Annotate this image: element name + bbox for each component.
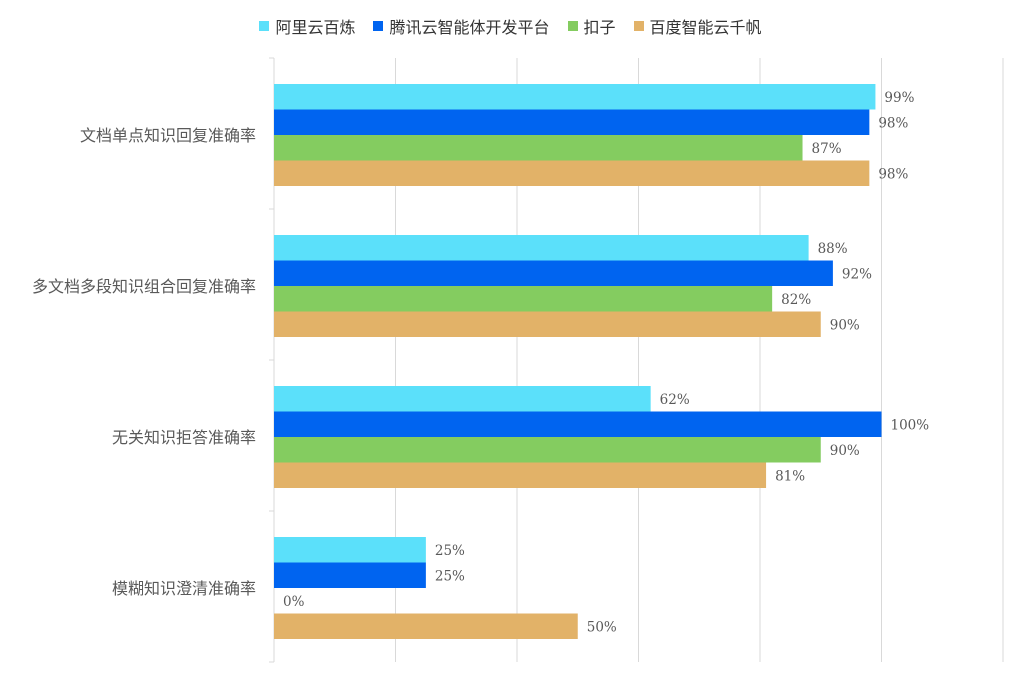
legend-label: 腾讯云智能体开发平台 [389,18,550,37]
data-label: 90% [830,443,860,459]
legend-swatch [567,21,578,31]
bar [274,462,767,488]
bar [274,235,809,261]
data-label: 82% [781,292,811,308]
legend-label: 百度智能云千帆 [649,18,762,37]
legend-swatch [633,21,644,31]
legend-swatch [373,21,384,31]
bar [274,537,426,563]
data-label: 100% [891,417,930,433]
legend-item: 扣子 [567,14,616,38]
data-label: 62% [660,392,690,408]
data-label: 92% [842,266,872,282]
data-label: 25% [435,568,465,584]
legend-item: 阿里云百炼 [259,14,355,38]
chart-legend: 阿里云百炼 腾讯云智能体开发平台 扣子 百度智能云千帆 [0,14,1021,38]
bar [274,411,882,437]
category-label: 无关知识拒答准确率 [112,428,256,447]
bar [274,260,833,286]
bar [274,84,876,110]
legend-label: 阿里云百炼 [275,18,356,37]
legend-item: 腾讯云智能体开发平台 [373,14,550,38]
bar [274,386,651,412]
data-label: 90% [830,317,860,333]
data-label: 25% [435,543,465,559]
data-label: 98% [878,115,908,131]
legend-swatch [259,21,270,31]
data-label: 99% [884,90,914,106]
data-label: 98% [878,166,908,182]
data-label: 50% [587,619,617,635]
bar [274,135,803,161]
bar [274,437,821,463]
data-label: 88% [818,241,848,257]
bar [274,160,870,186]
bar [274,109,870,135]
category-label: 模糊知识澄清准确率 [112,579,256,598]
bar [274,562,426,588]
bar [274,311,821,337]
category-label: 多文档多段知识组合回复准确率 [32,277,256,296]
legend-item: 百度智能云千帆 [633,14,762,38]
bar [274,286,773,312]
data-label: 87% [812,141,842,157]
data-label: 0% [283,594,305,610]
category-label: 文档单点知识回复准确率 [80,126,256,145]
legend-label: 扣子 [583,18,616,37]
data-label: 81% [775,468,805,484]
bar [274,613,578,639]
